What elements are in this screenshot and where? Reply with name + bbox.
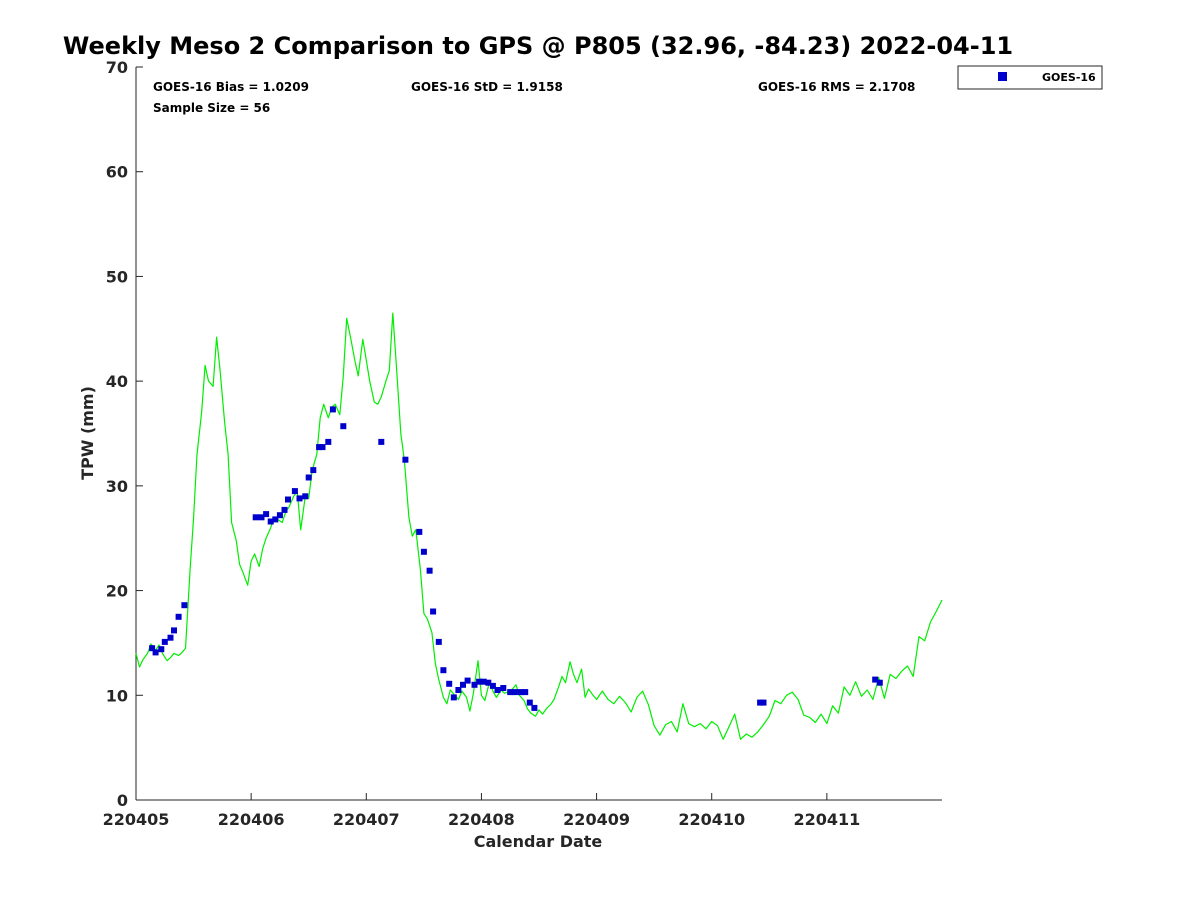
x-tick-label: 220409	[563, 810, 630, 829]
goes-16-point	[430, 608, 437, 615]
goes-16-point	[476, 678, 483, 685]
stat-sample-size: Sample Size = 56	[153, 101, 270, 115]
goes-16-point	[402, 456, 409, 463]
gps-line	[135, 312, 943, 740]
legend-marker-goes-16	[998, 72, 1007, 81]
legend-label-goes-16: GOES-16	[1042, 71, 1096, 84]
goes-16-point	[181, 602, 188, 609]
goes-16-point	[876, 679, 883, 686]
goes-16-point	[305, 474, 312, 481]
x-tick-label: 220405	[103, 810, 170, 829]
y-tick-label: 50	[106, 267, 128, 286]
goes-16-point	[517, 689, 524, 696]
goes-16-point	[464, 677, 471, 684]
chart-title: Weekly Meso 2 Comparison to GPS @ P805 (…	[63, 32, 1013, 60]
goes-16-point	[460, 681, 466, 688]
goes-16-point	[276, 512, 283, 519]
goes-16-point	[420, 548, 427, 555]
y-tick-label: 10	[106, 686, 128, 705]
plot-area	[136, 67, 942, 800]
y-tick-label: 20	[106, 582, 128, 601]
goes-16-point	[263, 511, 270, 518]
goes-16-point	[531, 704, 538, 711]
goes-16-point	[291, 488, 298, 495]
y-tick-label: 0	[117, 791, 128, 810]
goes-16-point	[872, 676, 879, 683]
goes-16-point	[302, 493, 309, 500]
goes-16-point	[175, 613, 182, 620]
goes-16-point	[378, 438, 385, 445]
goes-16-point	[526, 699, 533, 706]
goes-16-point	[152, 649, 159, 656]
goes-16-point	[316, 444, 323, 451]
y-tick-label: 60	[106, 163, 128, 182]
goes-16-point	[522, 689, 529, 696]
y-tick-label: 70	[106, 58, 128, 77]
goes-16-point	[485, 679, 492, 686]
y-tick-label: 30	[106, 477, 128, 496]
goes-16-point	[500, 685, 507, 691]
x-tick-label: 220410	[678, 810, 745, 829]
goes-16-point	[267, 518, 274, 525]
goes-16-point	[471, 681, 478, 688]
goes-16-point	[296, 495, 303, 502]
legend-box	[957, 65, 1103, 90]
x-tick-label: 220408	[448, 810, 515, 829]
goes-16-point	[167, 634, 174, 641]
y-tick-label: 40	[106, 372, 128, 391]
goes-16-point	[281, 506, 288, 513]
x-tick-label: 220411	[793, 810, 860, 829]
goes-16-point	[757, 699, 764, 706]
goes-16-point	[494, 687, 501, 693]
goes-16-point	[426, 567, 433, 574]
goes-16-point	[340, 423, 347, 430]
goes-16-point	[416, 528, 423, 535]
goes-16-point	[325, 438, 332, 445]
legend: GOES-16	[957, 65, 1103, 90]
goes-16-point	[252, 514, 259, 521]
goes-16-point	[760, 699, 767, 706]
goes-16-point	[440, 667, 447, 674]
stat-rms: GOES-16 RMS = 2.1708	[758, 80, 915, 94]
x-axis-label: Calendar Date	[474, 832, 603, 851]
stat-std: GOES-16 StD = 1.9158	[411, 80, 563, 94]
goes-16-point	[507, 689, 514, 696]
gps-series	[135, 312, 943, 740]
x-tick-label: 220406	[218, 810, 285, 829]
goes-16-point	[435, 638, 442, 645]
goes-16-point	[149, 645, 156, 652]
x-ticks: 220405 220406 220407 220408 220409 220410 2204…	[103, 793, 860, 829]
goes-16-point	[319, 444, 326, 451]
x-tick-label: 220407	[333, 810, 400, 829]
goes-16-point	[285, 496, 291, 503]
goes-16-point	[480, 678, 487, 685]
goes-16-point	[272, 516, 279, 523]
goes-16-point	[511, 689, 518, 696]
goes-16-point	[171, 627, 177, 634]
goes-16-point	[158, 646, 165, 653]
y-axis-label: TPW (mm)	[78, 386, 97, 480]
goes-16-series	[149, 406, 883, 711]
y-ticks: 0 10 20 30 40 50 60 70	[106, 58, 143, 810]
goes-16-point	[161, 638, 168, 645]
goes-16-point	[329, 406, 336, 413]
goes-16-point	[310, 467, 317, 474]
goes-16-point	[258, 514, 265, 521]
goes-16-point	[450, 694, 457, 701]
goes-16-point	[446, 680, 453, 687]
goes-16-point	[489, 682, 496, 689]
stat-bias: GOES-16 Bias = 1.0209	[153, 80, 309, 94]
goes-16-point	[455, 687, 462, 693]
